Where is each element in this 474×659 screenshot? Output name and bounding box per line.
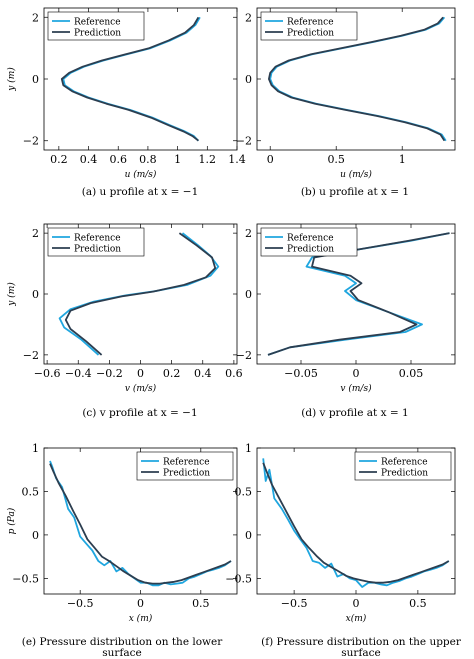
y-tick-label: −0.5	[12, 572, 39, 585]
y-tick-label: 0	[245, 73, 252, 86]
y-tick-label: −2	[236, 135, 252, 148]
y-tick-label: −0.5	[225, 572, 252, 585]
x-tick-label: 1.4	[228, 153, 246, 166]
reference-legend-label: Reference	[163, 458, 210, 468]
prediction-legend-label: Prediction	[381, 469, 428, 479]
caption-e: (e) Pressure distribution on the lower s…	[21, 636, 223, 659]
legend-box	[136, 451, 234, 481]
y-tick-label: −2	[236, 349, 252, 362]
reference-legend-label: Reference	[287, 234, 334, 244]
y-tick-label: 1	[245, 442, 252, 455]
x-tick-label: 0	[137, 367, 144, 380]
y-tick-label: 0	[32, 529, 39, 542]
x-tick-label: 0.5	[409, 597, 427, 610]
y-tick-label: 0.5	[22, 485, 40, 498]
reference-legend-label: Reference	[74, 18, 121, 28]
x-tick-label: −0.6	[34, 367, 61, 380]
x-tick-label: 0	[353, 597, 360, 610]
x-axis-label: v (m/s)	[125, 383, 157, 394]
caption-a: (a) u profile at x = −1	[81, 186, 199, 198]
y-tick-label: 0	[245, 288, 252, 301]
x-tick-label: 0.5	[192, 597, 210, 610]
prediction-line	[262, 462, 450, 584]
y-axis-label: y (m)	[6, 67, 17, 92]
x-tick-label: 1	[174, 153, 181, 166]
x-tick-label: 0.4	[80, 153, 98, 166]
reference-legend-label: Reference	[381, 458, 428, 468]
y-tick-label: 2	[32, 227, 39, 240]
prediction-legend-label: Prediction	[74, 29, 121, 39]
x-tick-label: 0.8	[139, 153, 157, 166]
x-axis-label: x(m)	[346, 613, 367, 624]
prediction-line	[267, 16, 446, 142]
caption-d: (d) v profile at x = 1	[301, 407, 409, 419]
y-tick-label: 1	[32, 442, 39, 455]
prediction-legend-label: Prediction	[287, 245, 334, 255]
x-tick-label: 0.4	[194, 367, 212, 380]
x-tick-label: 1	[399, 153, 406, 166]
x-tick-label: 0	[137, 597, 144, 610]
x-tick-label: 0.2	[163, 367, 181, 380]
y-tick-label: 0.5	[235, 485, 253, 498]
chart-panel-5: −0.5 0 0.5 −0.5 0 0.5 1 x (m) p (Pa) ReferencePre…	[6, 442, 238, 624]
caption-f: (f) Pressure distribution on the upper s…	[261, 636, 461, 659]
y-tick-label: 2	[245, 11, 252, 24]
chart-panel-1: 0.2 0.4 0.6 0.8 1 1.2 1.4 −2 0 2 u (m/s) y (m) Refer…	[6, 7, 246, 180]
y-tick-label: 0	[245, 529, 252, 542]
y-tick-label: −2	[23, 349, 39, 362]
prediction-legend-label: Prediction	[287, 29, 334, 39]
prediction-legend-label: Prediction	[74, 245, 121, 255]
y-tick-label: 2	[32, 11, 39, 24]
reference-legend-label: Reference	[74, 234, 121, 244]
x-axis-label: v (m/s)	[340, 383, 372, 394]
x-tick-label: −0.5	[281, 597, 308, 610]
x-tick-label: −0.4	[65, 367, 92, 380]
legend-box	[47, 11, 145, 41]
y-tick-label: −2	[23, 135, 39, 148]
x-tick-label: 1.2	[199, 153, 217, 166]
caption-b: (b) u profile at x = 1	[300, 186, 410, 198]
prediction-legend-label: Prediction	[163, 469, 210, 479]
x-tick-label: −0.2	[96, 367, 123, 380]
x-tick-label: 0.2	[50, 153, 68, 166]
prediction-line	[60, 16, 200, 142]
legend-box	[260, 11, 358, 41]
prediction-line	[64, 232, 217, 356]
x-tick-label: −0.05	[284, 367, 318, 380]
legend-box	[354, 451, 452, 481]
y-tick-label: 0	[32, 288, 39, 301]
legend-box	[47, 227, 145, 257]
x-tick-label: 0	[353, 367, 360, 380]
x-tick-label: 0.6	[109, 153, 127, 166]
x-tick-label: 0	[267, 153, 274, 166]
x-tick-label: 0.6	[225, 367, 243, 380]
caption-c: (c) v profile at x = −1	[82, 407, 198, 419]
y-tick-label: 2	[245, 227, 252, 240]
x-axis-label: x (m)	[129, 613, 153, 624]
x-tick-label: −0.5	[67, 597, 94, 610]
x-axis-label: u (m/s)	[340, 169, 372, 180]
y-axis-label: p (Pa)	[6, 507, 17, 534]
chart-panel-3: −0.6 −0.4 −0.2 0 0.2 0.4 0.6 −2 0 2 v (m/s) y (m) Re…	[6, 223, 243, 394]
prediction-line	[49, 463, 232, 585]
x-tick-label: 0.5	[327, 153, 345, 166]
x-tick-label: 0.05	[399, 367, 424, 380]
legend-box	[260, 227, 358, 257]
y-tick-label: 0	[32, 73, 39, 86]
x-axis-label: u (m/s)	[125, 169, 157, 180]
y-axis-label: y (m)	[6, 282, 17, 307]
reference-legend-label: Reference	[287, 18, 334, 28]
